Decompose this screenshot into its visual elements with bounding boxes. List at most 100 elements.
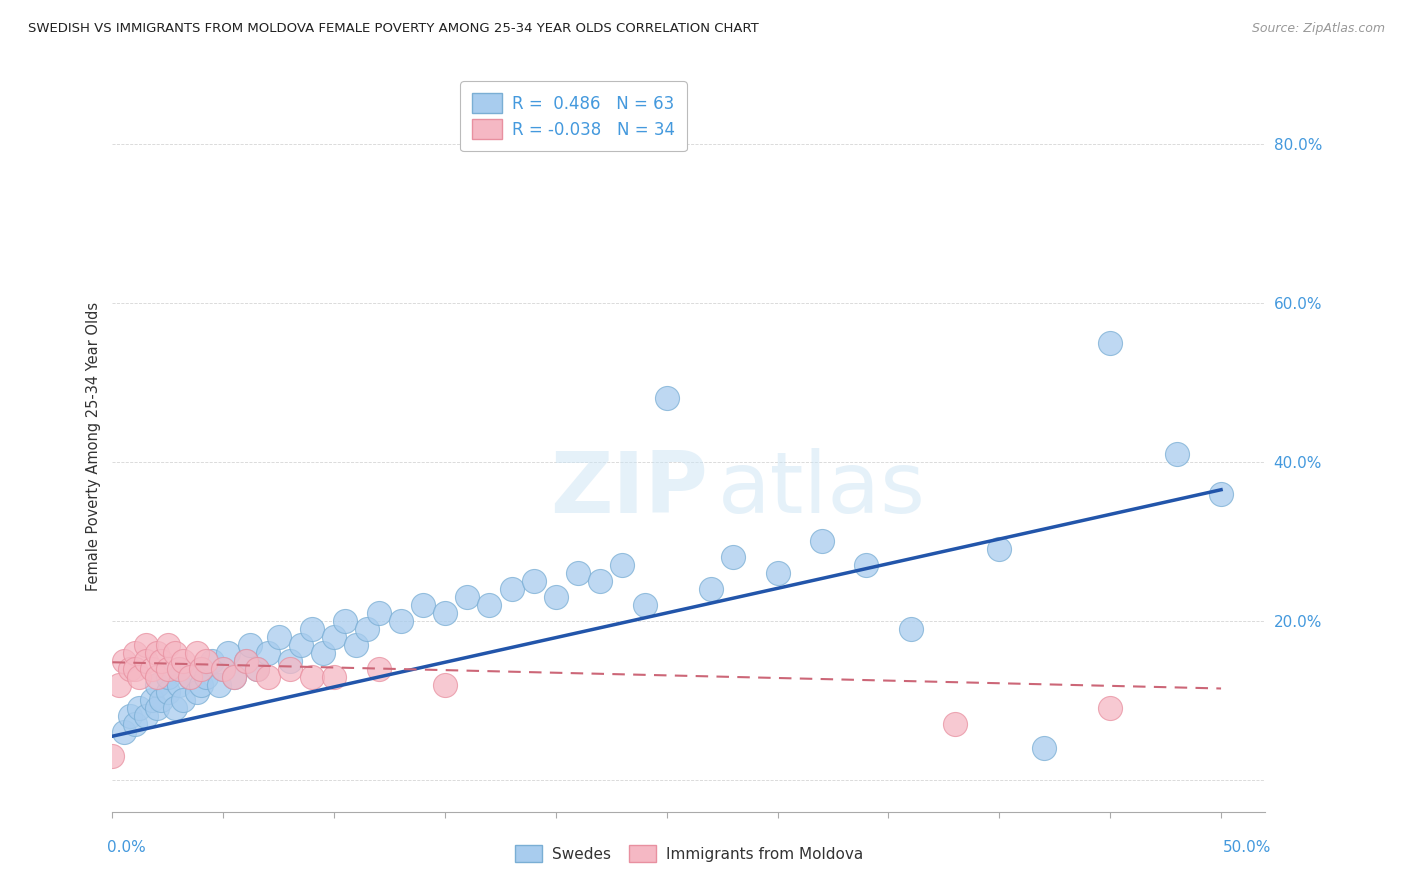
Point (146, 701, 169, 715)
Point (301, 622, 323, 636)
Point (146, 669, 169, 683)
Point (655, 392, 678, 406)
Point (412, 598, 434, 612)
Point (194, 669, 217, 683)
Point (156, 669, 179, 683)
Point (112, 725, 135, 739)
Point (367, 662, 389, 676)
Point (217, 646, 239, 660)
Point (179, 669, 201, 683)
Point (186, 646, 208, 660)
Point (146, 677, 169, 691)
Point (141, 662, 163, 676)
Point (434, 677, 457, 691)
Point (150, 654, 173, 668)
Point (389, 614, 412, 628)
Point (1099, 335, 1122, 350)
Point (156, 638, 179, 652)
Point (1032, 741, 1054, 756)
Point (201, 654, 224, 668)
Point (150, 693, 173, 707)
Point (478, 598, 501, 612)
Point (224, 669, 246, 683)
Point (190, 677, 212, 691)
Point (120, 662, 142, 676)
Point (135, 638, 157, 652)
Point (245, 662, 267, 676)
Legend: Swedes, Immigrants from Moldova: Swedes, Immigrants from Moldova (508, 837, 870, 870)
Point (190, 662, 212, 676)
Point (567, 566, 589, 581)
Text: ZIP: ZIP (551, 449, 709, 532)
Point (128, 669, 150, 683)
Point (811, 534, 834, 549)
Point (612, 558, 634, 573)
Point (239, 638, 262, 652)
Point (167, 662, 190, 676)
Point (323, 630, 346, 644)
Point (208, 677, 231, 691)
Point (1099, 701, 1122, 715)
Point (124, 646, 146, 660)
Point (256, 669, 278, 683)
Point (112, 654, 135, 668)
Point (124, 717, 146, 731)
Point (434, 606, 457, 620)
Point (278, 654, 301, 668)
Point (256, 646, 278, 660)
Point (141, 693, 163, 707)
Point (267, 630, 290, 644)
Point (456, 590, 478, 604)
Point (1209, 486, 1232, 500)
Point (988, 542, 1011, 557)
Point (245, 662, 267, 676)
Point (501, 582, 523, 596)
Point (1166, 447, 1188, 461)
Point (194, 654, 217, 668)
Point (723, 550, 745, 565)
Point (323, 669, 346, 683)
Point (290, 638, 312, 652)
Y-axis label: Female Poverty Among 25-34 Year Olds: Female Poverty Among 25-34 Year Olds (86, 301, 101, 591)
Point (186, 685, 208, 699)
Point (128, 701, 150, 715)
Point (356, 622, 378, 636)
Point (278, 662, 301, 676)
Point (943, 717, 966, 731)
Point (135, 709, 157, 723)
Point (163, 701, 186, 715)
Point (335, 614, 357, 628)
Point (212, 662, 235, 676)
Point (146, 646, 169, 660)
Point (224, 669, 246, 683)
Point (190, 662, 212, 676)
Point (544, 590, 567, 604)
Text: SWEDISH VS IMMIGRANTS FROM MOLDOVA FEMALE POVERTY AMONG 25-34 YEAR OLDS CORRELAT: SWEDISH VS IMMIGRANTS FROM MOLDOVA FEMAL… (28, 22, 759, 36)
Point (167, 662, 190, 676)
Point (367, 606, 389, 620)
Point (855, 558, 877, 573)
Point (700, 582, 723, 596)
Point (235, 654, 257, 668)
Point (163, 646, 186, 660)
Point (124, 662, 146, 676)
Text: 0.0%: 0.0% (107, 840, 145, 855)
Point (900, 622, 922, 636)
Point (766, 566, 789, 581)
Text: Source: ZipAtlas.com: Source: ZipAtlas.com (1251, 22, 1385, 36)
Point (101, 749, 124, 764)
Point (312, 646, 335, 660)
Point (156, 685, 179, 699)
Point (523, 574, 546, 589)
Point (212, 662, 235, 676)
Point (235, 654, 257, 668)
Point (156, 662, 179, 676)
Point (135, 654, 157, 668)
Point (633, 598, 655, 612)
Point (108, 677, 131, 691)
Text: 50.0%: 50.0% (1223, 840, 1271, 855)
Point (301, 669, 323, 683)
Point (344, 638, 367, 652)
Point (172, 693, 194, 707)
Point (589, 574, 612, 589)
